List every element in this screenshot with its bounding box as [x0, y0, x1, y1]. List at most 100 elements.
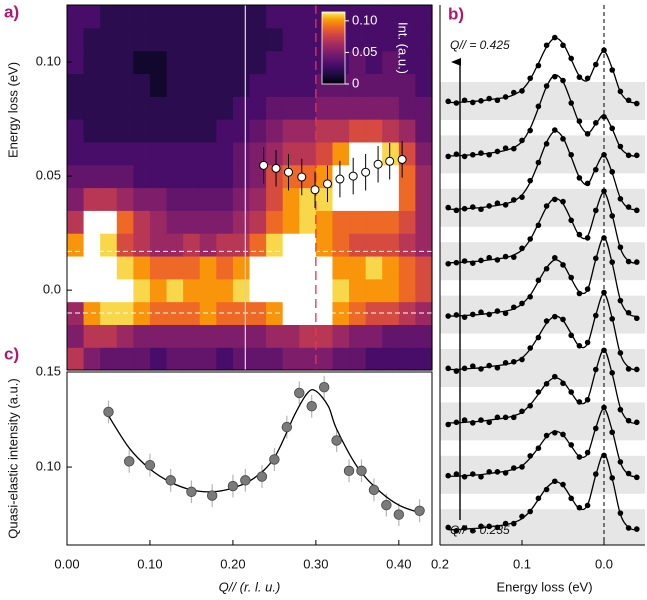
heatmap-cell: [183, 119, 201, 143]
heatmap-cell: [282, 324, 300, 348]
data-point: [519, 88, 525, 94]
data-point: [445, 365, 452, 372]
data-point: [634, 259, 640, 265]
heatmap-cell: [266, 5, 284, 29]
heatmap-cell: [349, 119, 367, 143]
heatmap-cell: [398, 233, 417, 257]
heatmap-cell: [149, 164, 168, 189]
heatmap-cell: [232, 210, 251, 234]
heatmap-cell: [149, 255, 168, 280]
heatmap-cell: [83, 210, 101, 234]
data-point: [478, 206, 484, 213]
heatmap-cell: [199, 164, 217, 189]
heatmap-cell: [100, 278, 118, 303]
data-point: [494, 200, 501, 206]
heatmap-cell: [100, 96, 118, 120]
heatmap-cell: [67, 119, 85, 143]
heatmap-cell: [199, 278, 217, 303]
data-point: [609, 475, 615, 481]
data-point: [617, 459, 624, 465]
heatmap-cell: [133, 210, 151, 234]
heatmap-cell: [166, 50, 184, 75]
data-point: [470, 260, 476, 267]
heatmap-cell: [232, 96, 251, 120]
heatmap-cell: [249, 141, 267, 166]
heatmap-cell: [398, 278, 417, 303]
data-point: [511, 254, 517, 260]
data-point: [461, 474, 468, 480]
data-point: [306, 401, 317, 412]
data-point: [535, 334, 542, 341]
heatmap-cell: [100, 255, 118, 280]
x-tick-label: 0.00: [54, 556, 79, 571]
panel-a: 0.0 0.05 0.10 Energy loss (eV) a) 0 0.05 0.10 In…: [4, 2, 433, 371]
heatmap-cell: [365, 119, 383, 143]
data-point: [281, 421, 293, 433]
heatmap-cell: [199, 141, 217, 166]
heatmap-cell: [166, 119, 184, 143]
data-point: [552, 373, 558, 380]
data-point: [535, 277, 542, 284]
heatmap-cell: [249, 278, 267, 303]
data-point: [568, 495, 574, 502]
heatmap-cell: [100, 73, 118, 97]
heatmap-cell: [67, 255, 85, 280]
heatmap-cell: [382, 278, 400, 303]
data-point: [601, 347, 607, 354]
data-point: [385, 156, 395, 166]
heatmap-cell: [398, 347, 417, 371]
heatmap-cell: [216, 278, 234, 303]
data-point: [634, 419, 640, 426]
heatmap-cell: [67, 324, 85, 348]
data-point: [486, 362, 493, 369]
heatmap-cell: [382, 164, 400, 189]
heatmap-cell: [365, 164, 383, 189]
heatmap-cell: [415, 278, 433, 303]
heatmap-cell: [398, 255, 417, 280]
heatmap-cell: [116, 27, 134, 52]
data-point: [519, 300, 525, 307]
data-point: [576, 231, 583, 238]
heatmap-cell: [315, 278, 334, 303]
data-point: [617, 88, 624, 95]
data-point: [502, 360, 509, 366]
data-point: [576, 175, 583, 181]
heatmap-cell: [166, 233, 184, 257]
heatmap-cell: [216, 119, 234, 143]
heatmap-cell: [398, 50, 417, 75]
heatmap-cell: [149, 347, 168, 371]
heatmap-cell: [382, 73, 400, 97]
heatmap-cell: [183, 141, 201, 166]
data-point: [568, 55, 574, 62]
data-point: [552, 127, 558, 133]
heatmap-cell: [100, 324, 118, 348]
data-point: [560, 77, 566, 84]
data-point: [470, 420, 476, 426]
data-point: [560, 42, 566, 49]
heatmap-cell: [282, 50, 300, 75]
data-point: [609, 169, 615, 175]
heatmap-cell: [266, 50, 284, 75]
heatmap-cell: [149, 210, 168, 234]
data-point: [625, 417, 632, 424]
heatmap-cell: [398, 324, 417, 348]
data-point: [617, 510, 624, 516]
heatmap-cell: [133, 73, 151, 97]
heatmap-cell: [315, 96, 334, 120]
data-point: [445, 260, 452, 267]
annotation: Q// = 0.425: [450, 38, 510, 52]
heatmap-cell: [149, 50, 168, 75]
heatmap-cell: [83, 96, 101, 120]
heatmap-cell: [100, 187, 118, 211]
heatmap-cell: [232, 278, 251, 303]
heatmap-cell: [83, 50, 101, 75]
heatmap-cell: [116, 164, 134, 189]
data-point: [552, 34, 558, 41]
heatmap-cell: [183, 347, 201, 371]
heatmap-cell: [282, 119, 300, 143]
heatmap-cell: [349, 210, 367, 234]
heatmap-cell: [232, 73, 251, 97]
heatmap-cell: [216, 347, 234, 371]
heatmap-cell: [415, 187, 433, 211]
heatmap-cell: [282, 233, 300, 257]
